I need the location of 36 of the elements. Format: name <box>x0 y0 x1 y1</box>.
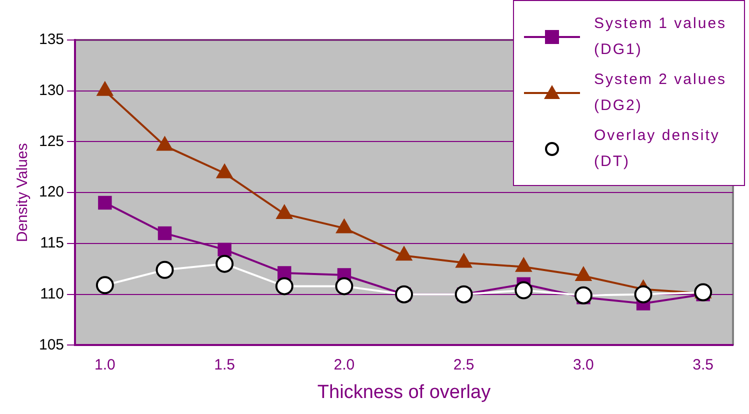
point <box>694 283 712 302</box>
x-tick-label: 1.0 <box>94 356 116 374</box>
y-tick-label: 110 <box>40 285 64 302</box>
point <box>96 81 114 96</box>
point <box>574 286 592 304</box>
x-axis-title: Thickness of overlay <box>317 382 492 403</box>
x-tick-label: 3.5 <box>692 356 714 374</box>
x-tick-label: 2.5 <box>453 356 474 374</box>
x-tick-label: 3.0 <box>573 356 594 374</box>
point <box>158 226 172 240</box>
point <box>395 285 414 304</box>
y-tick-label: 125 <box>38 132 64 150</box>
legend-label: System 2 values (DG2) <box>594 70 728 116</box>
y-tick-label: 115 <box>40 234 64 252</box>
legend-label: Overlay density (DT) <box>594 126 721 172</box>
y-tick-label: 135 <box>38 31 64 48</box>
point <box>156 260 174 279</box>
point <box>96 276 114 294</box>
point <box>514 281 533 300</box>
point <box>218 242 232 256</box>
x-tick-label: 1.5 <box>214 356 235 374</box>
point <box>335 277 354 296</box>
y-tick-label: 105 <box>38 336 64 354</box>
point <box>336 218 352 234</box>
x-tick-label: 2.0 <box>334 356 355 374</box>
legend-label: System 1 values (DG1) <box>594 14 728 60</box>
point <box>275 277 294 296</box>
y-tick-label: 130 <box>38 82 64 100</box>
point <box>216 254 234 273</box>
point <box>156 136 174 151</box>
point <box>98 196 112 210</box>
point <box>634 285 652 304</box>
point <box>276 204 293 219</box>
point <box>216 164 233 178</box>
y-tick-label: 120 <box>38 184 64 201</box>
y-axis-title: Density Values <box>14 143 32 242</box>
